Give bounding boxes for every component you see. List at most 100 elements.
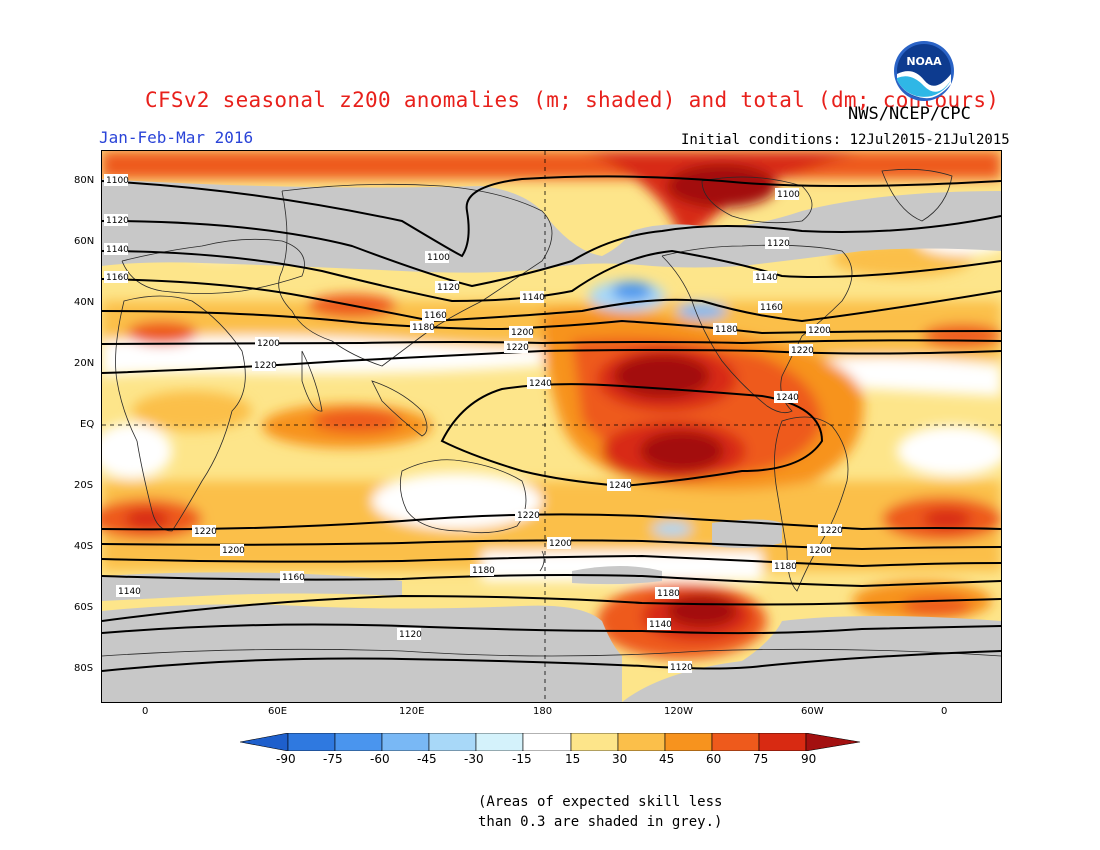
lat-label: 80N bbox=[74, 175, 95, 186]
contour-label-text: 1200 bbox=[809, 546, 832, 556]
lat-label: 20N bbox=[74, 358, 95, 369]
contour-label-text: 1180 bbox=[715, 325, 738, 335]
colorbar-swatch bbox=[758, 733, 807, 751]
colorbar-label: -75 bbox=[323, 752, 343, 766]
contour-label-1240b: 1240 bbox=[607, 479, 632, 491]
initial-conditions: Initial conditions: 12Jul2015-21Jul2015 bbox=[681, 132, 1010, 148]
contour-label-text: 1140 bbox=[649, 620, 672, 630]
contour-label-text: 1140 bbox=[106, 245, 129, 255]
contour-label-text: 1220 bbox=[791, 346, 814, 356]
map-canvas: 1100 1120 1140 1160 1100 1120 1140 1160 … bbox=[92, 151, 1007, 702]
map-title: CFSv2 seasonal z200 anomalies (m; shaded… bbox=[145, 88, 1000, 112]
colorbar-swatch bbox=[570, 733, 619, 751]
contour-label-1240c: 1240 bbox=[774, 391, 799, 403]
contour-label-text: 1160 bbox=[282, 573, 305, 583]
lon-label: 120E bbox=[399, 706, 425, 717]
colorbar-swatch bbox=[664, 733, 713, 751]
lat-label: EQ bbox=[80, 419, 95, 430]
colorbar-swatch bbox=[475, 733, 524, 751]
contour-label-text: 1100 bbox=[106, 176, 129, 186]
contour-label-text: 1140 bbox=[755, 273, 778, 283]
colorbar-swatch bbox=[711, 733, 760, 751]
colorbar-swatch bbox=[522, 733, 572, 751]
contour-label-1220b: 1220 bbox=[504, 341, 529, 353]
reference-gridlines bbox=[102, 151, 1001, 702]
contour-label-text: 1120 bbox=[106, 216, 129, 226]
contour-label-text: 1220 bbox=[517, 511, 540, 521]
colorbar-label: -90 bbox=[276, 752, 296, 766]
contour-label-1140b: 1140 bbox=[520, 291, 545, 303]
skill-note-line: (Areas of expected skill less bbox=[478, 794, 723, 810]
contour-label-text: 1200 bbox=[222, 546, 245, 556]
contour-label-1220a: 1220 bbox=[252, 359, 277, 371]
colorbar-swatch bbox=[617, 733, 666, 751]
svg-text:NOAA: NOAA bbox=[906, 55, 942, 68]
contour-label-text: 1220 bbox=[194, 527, 217, 537]
lat-label: 20S bbox=[74, 480, 94, 491]
colorbar-swatch bbox=[381, 733, 430, 751]
contour-label-text: 1220 bbox=[506, 343, 529, 353]
contour-label-text: 1200 bbox=[257, 339, 280, 349]
contour-label-1120b: 1120 bbox=[435, 281, 460, 293]
contour-label-text: 1200 bbox=[549, 539, 572, 549]
colorbar-label: -60 bbox=[370, 752, 390, 766]
contour-label-text: 1120 bbox=[399, 630, 422, 640]
contour-label-1160b: 1160 bbox=[422, 309, 447, 321]
lon-label: 180 bbox=[533, 706, 553, 717]
contour-label-1200e: 1200 bbox=[547, 537, 572, 549]
colorbar-swatch bbox=[334, 733, 383, 751]
colorbar-label: 45 bbox=[659, 752, 675, 766]
colorbar-lower-arrow bbox=[240, 733, 289, 751]
colorbar-swatch bbox=[428, 733, 477, 751]
contour-label-1180a: 1180 bbox=[410, 321, 435, 333]
lat-label: 80S bbox=[74, 663, 94, 674]
contour-label-text: 1240 bbox=[609, 481, 632, 491]
contour-label-1160c: 1160 bbox=[758, 301, 783, 313]
contour-label-1100c: 1100 bbox=[775, 188, 800, 200]
contour-label-1140d: 1140 bbox=[116, 585, 141, 597]
contour-label-text: 1160 bbox=[424, 311, 447, 321]
contour-label-text: 1200 bbox=[511, 328, 534, 338]
colorbar-swatch bbox=[287, 733, 336, 751]
contour-label-1140e: 1140 bbox=[647, 618, 672, 630]
colorbar bbox=[240, 733, 861, 751]
contour-label-text: 1220 bbox=[820, 526, 843, 536]
contour-label-1220d: 1220 bbox=[192, 525, 217, 537]
contour-label-1220c: 1220 bbox=[789, 344, 814, 356]
anomaly-map: 1100 1120 1140 1160 1100 1120 1140 1160 … bbox=[92, 150, 1007, 703]
coastlines bbox=[101, 168, 1002, 657]
colorbar-label: 15 bbox=[565, 752, 581, 766]
contour-label-1240a: 1240 bbox=[527, 377, 552, 389]
contour-label-text: 1140 bbox=[522, 293, 545, 303]
lon-label: 0 bbox=[142, 706, 149, 717]
contour-label-1200d: 1200 bbox=[220, 544, 245, 556]
contour-label-text: 1240 bbox=[529, 379, 552, 389]
contour-label-text: 1100 bbox=[427, 253, 450, 263]
contour-label-1180c: 1180 bbox=[470, 564, 495, 576]
height-contours bbox=[101, 175, 1002, 672]
lon-label: 60W bbox=[801, 706, 824, 717]
contour-label-text: 1180 bbox=[774, 562, 797, 572]
contour-label-text: 1220 bbox=[254, 361, 277, 371]
contour-label-1200f: 1200 bbox=[807, 544, 832, 556]
contour-label-1180b: 1180 bbox=[713, 323, 738, 335]
colorbar-upper-arrow bbox=[805, 733, 861, 751]
lon-label: 120W bbox=[664, 706, 693, 717]
lat-label: 40S bbox=[74, 541, 94, 552]
contour-label-1220e: 1220 bbox=[515, 509, 540, 521]
contour-label-1120d: 1120 bbox=[397, 628, 422, 640]
lat-label: 60N bbox=[74, 236, 95, 247]
colorbar-label: 30 bbox=[612, 752, 628, 766]
contour-label-text: 1120 bbox=[767, 239, 790, 249]
contour-label-1200b: 1200 bbox=[509, 326, 534, 338]
contour-label-1100a: 1100 bbox=[104, 174, 129, 186]
contour-label-text: 1200 bbox=[808, 326, 831, 336]
contour-label-1200a: 1200 bbox=[255, 337, 280, 349]
colorbar-label: -45 bbox=[417, 752, 437, 766]
contour-label-1160a: 1160 bbox=[104, 271, 129, 283]
lat-label: 40N bbox=[74, 297, 95, 308]
contour-label-1120c: 1120 bbox=[765, 237, 790, 249]
lon-label: 0 bbox=[941, 706, 948, 717]
contour-label-text: 1180 bbox=[472, 566, 495, 576]
colorbar-label: 60 bbox=[706, 752, 722, 766]
